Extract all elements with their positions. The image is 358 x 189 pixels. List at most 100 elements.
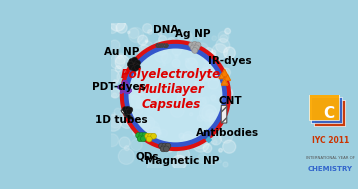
Circle shape — [124, 109, 140, 126]
Text: IR-dyes: IR-dyes — [208, 56, 252, 66]
Circle shape — [177, 93, 188, 104]
Circle shape — [115, 53, 126, 64]
Circle shape — [218, 110, 223, 114]
Circle shape — [136, 132, 141, 138]
Circle shape — [131, 93, 147, 108]
Circle shape — [218, 31, 229, 42]
Circle shape — [145, 40, 148, 42]
Circle shape — [197, 115, 203, 121]
Circle shape — [195, 79, 204, 88]
Polygon shape — [221, 78, 228, 85]
Circle shape — [132, 57, 137, 63]
Circle shape — [195, 133, 200, 138]
Circle shape — [155, 49, 168, 62]
Circle shape — [128, 28, 139, 39]
Circle shape — [222, 68, 231, 77]
Circle shape — [141, 41, 153, 53]
Circle shape — [160, 146, 166, 152]
Circle shape — [162, 143, 168, 149]
Circle shape — [115, 55, 129, 69]
Circle shape — [220, 131, 232, 143]
Circle shape — [159, 36, 166, 44]
FancyBboxPatch shape — [309, 94, 339, 120]
Circle shape — [117, 70, 131, 84]
Circle shape — [223, 140, 236, 153]
Circle shape — [181, 88, 191, 98]
Circle shape — [159, 71, 170, 82]
Circle shape — [172, 155, 187, 170]
Circle shape — [203, 51, 216, 64]
Circle shape — [140, 136, 146, 142]
Circle shape — [194, 45, 199, 51]
Circle shape — [189, 113, 193, 116]
Circle shape — [177, 148, 190, 160]
Circle shape — [148, 29, 153, 34]
Text: CNT: CNT — [218, 96, 242, 106]
Circle shape — [172, 59, 180, 67]
Circle shape — [137, 35, 147, 45]
Text: Ag NP: Ag NP — [175, 29, 211, 39]
Circle shape — [211, 134, 222, 145]
Circle shape — [105, 115, 121, 131]
Circle shape — [192, 132, 208, 149]
Circle shape — [159, 143, 164, 149]
Text: Magnetic NP: Magnetic NP — [145, 156, 219, 166]
Polygon shape — [224, 74, 231, 80]
Circle shape — [139, 132, 145, 138]
Circle shape — [127, 107, 133, 112]
Text: Antibodies: Antibodies — [195, 128, 259, 138]
Circle shape — [158, 132, 161, 135]
Text: PDT-dyes: PDT-dyes — [92, 82, 146, 92]
Circle shape — [165, 143, 171, 149]
Circle shape — [141, 116, 155, 129]
Circle shape — [142, 132, 148, 138]
Text: Polyelectrolyte
Multilayer
Capsules: Polyelectrolyte Multilayer Capsules — [121, 68, 221, 111]
Circle shape — [195, 42, 201, 48]
Circle shape — [131, 90, 140, 99]
Circle shape — [206, 109, 214, 117]
Circle shape — [163, 146, 169, 152]
Circle shape — [119, 137, 130, 148]
Circle shape — [120, 115, 134, 128]
Circle shape — [128, 116, 141, 129]
Circle shape — [163, 63, 165, 66]
Circle shape — [110, 15, 125, 31]
Circle shape — [220, 35, 228, 43]
Circle shape — [171, 74, 176, 79]
Circle shape — [198, 154, 207, 163]
Circle shape — [148, 108, 153, 113]
Circle shape — [149, 99, 157, 107]
Circle shape — [185, 58, 197, 70]
Circle shape — [213, 70, 217, 74]
Circle shape — [153, 72, 159, 79]
Polygon shape — [219, 74, 224, 79]
Circle shape — [195, 43, 209, 56]
Circle shape — [124, 109, 129, 115]
Circle shape — [158, 32, 161, 36]
Circle shape — [198, 36, 202, 40]
Circle shape — [198, 98, 206, 105]
Text: 1D tubes: 1D tubes — [95, 115, 147, 125]
Circle shape — [108, 24, 117, 33]
Circle shape — [204, 113, 217, 126]
Circle shape — [127, 95, 141, 109]
Circle shape — [213, 140, 217, 144]
Circle shape — [145, 133, 151, 139]
Circle shape — [118, 148, 134, 164]
Circle shape — [189, 58, 195, 65]
Circle shape — [135, 60, 140, 66]
Circle shape — [110, 54, 125, 69]
Circle shape — [159, 129, 168, 138]
Circle shape — [211, 69, 222, 80]
FancyBboxPatch shape — [221, 105, 227, 123]
Circle shape — [205, 48, 213, 55]
Circle shape — [112, 113, 115, 115]
Circle shape — [180, 134, 194, 148]
Circle shape — [212, 36, 217, 41]
Circle shape — [170, 27, 176, 33]
Circle shape — [203, 144, 212, 153]
Circle shape — [202, 67, 213, 78]
Circle shape — [211, 95, 216, 100]
Circle shape — [138, 45, 151, 58]
Text: IYC 2011: IYC 2011 — [311, 136, 349, 145]
